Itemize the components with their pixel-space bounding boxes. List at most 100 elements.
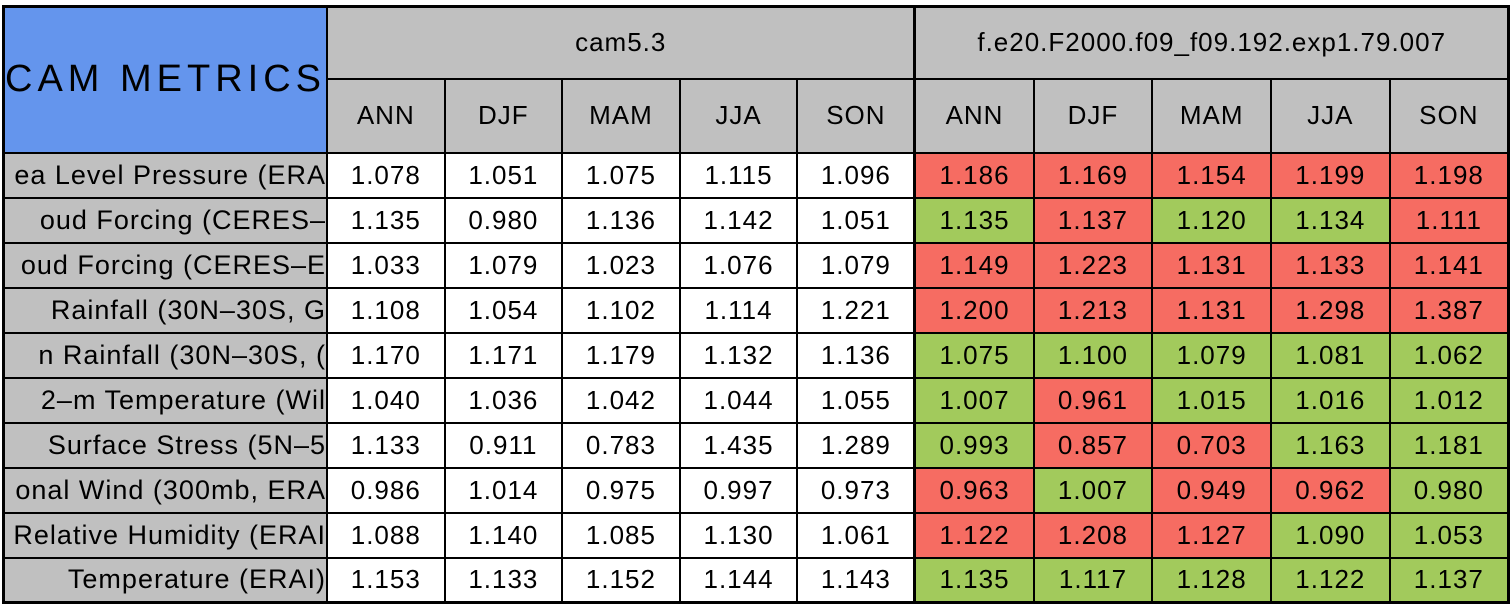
metric-cell-exp-mam: 1.120 <box>1151 196 1272 244</box>
season-header-cam53-djf: DJF <box>443 77 564 154</box>
metric-cell-cam53-djf: 1.133 <box>443 556 564 604</box>
metric-cell-cam53-mam: 1.179 <box>561 331 681 379</box>
metric-cell-exp-mam: 0.949 <box>1151 466 1272 514</box>
metric-cell-cam53-jja: 1.142 <box>678 196 799 244</box>
metric-row: ea Level Pressure (ERA 1.078 1.051 1.075 1.1… <box>2 151 1510 199</box>
model-header-cam53: cam5.3 <box>326 5 916 80</box>
season-header-cam53-ann: ANN <box>326 77 446 154</box>
metric-cell-exp-jja: 1.016 <box>1270 376 1391 424</box>
metric-cell-exp-djf: 1.100 <box>1032 331 1154 379</box>
metric-row: 2–m Temperature (Wil 1.040 1.036 1.042 1.044… <box>2 376 1510 424</box>
metric-cell-exp-mam: 1.154 <box>1151 151 1272 199</box>
row-label-text: ea Level Pressure (ERA <box>14 159 326 190</box>
row-label-text: oud Forcing (CERES–E <box>20 249 326 280</box>
season-header-cam53-mam: MAM <box>561 77 681 154</box>
metric-cell-cam53-jja: 1.130 <box>678 511 799 559</box>
metric-cell-exp-djf: 1.169 <box>1032 151 1154 199</box>
metric-cell-exp-ann: 1.007 <box>913 376 1035 424</box>
metric-cell-cam53-son: 1.136 <box>796 331 916 379</box>
row-label: n Rainfall (30N–30S, ( <box>2 331 328 379</box>
metric-cell-exp-jja: 1.133 <box>1270 241 1391 289</box>
metric-cell-exp-djf: 0.857 <box>1032 421 1154 469</box>
metric-cell-exp-jja: 1.081 <box>1270 331 1391 379</box>
metric-cell-exp-ann: 1.135 <box>913 196 1035 244</box>
metric-cell-cam53-ann: 1.133 <box>326 421 446 469</box>
metric-cell-cam53-jja: 1.044 <box>678 376 799 424</box>
row-label-text: Temperature (ERAI) <box>59 564 326 595</box>
metric-cell-exp-djf: 1.007 <box>1032 466 1154 514</box>
metric-cell-exp-ann: 1.186 <box>913 151 1035 199</box>
metric-cell-cam53-ann: 1.170 <box>326 331 446 379</box>
metric-cell-cam53-son: 1.055 <box>796 376 916 424</box>
metric-row: n Rainfall (30N–30S, (1.170 1.171 1.179 1.1… <box>2 331 1510 379</box>
table-title-cell: CAM METRICS <box>2 5 328 154</box>
metric-cell-cam53-son: 1.051 <box>796 196 916 244</box>
metric-cell-exp-djf: 1.117 <box>1032 556 1154 604</box>
metric-cell-exp-son: 1.141 <box>1388 241 1510 289</box>
metric-cell-exp-ann: 1.200 <box>913 286 1035 334</box>
row-label: Rainfall (30N–30S, G <box>2 286 328 334</box>
metric-cell-cam53-mam: 0.975 <box>561 466 681 514</box>
metric-cell-cam53-jja: 1.144 <box>678 556 799 604</box>
metric-cell-cam53-ann: 1.078 <box>326 151 446 199</box>
row-label-text: oud Forcing (CERES– <box>39 204 326 235</box>
metric-cell-exp-ann: 0.963 <box>913 466 1035 514</box>
metric-cell-cam53-mam: 0.783 <box>561 421 681 469</box>
metric-cell-cam53-son: 1.289 <box>796 421 916 469</box>
metric-cell-cam53-ann: 1.108 <box>326 286 446 334</box>
metric-cell-exp-son: 1.012 <box>1388 376 1510 424</box>
metric-cell-exp-ann: 1.075 <box>913 331 1035 379</box>
metric-cell-exp-djf: 1.137 <box>1032 196 1154 244</box>
metric-cell-exp-mam: 1.015 <box>1151 376 1272 424</box>
metric-cell-exp-jja: 0.962 <box>1270 466 1391 514</box>
metric-cell-exp-jja: 1.163 <box>1270 421 1391 469</box>
metric-cell-exp-son: 1.198 <box>1388 151 1510 199</box>
metrics-table: CAM METRICS cam5.3 f.e20.F2000.f09_f09.1… <box>2 5 1510 604</box>
row-label: 2–m Temperature (Wil <box>2 376 328 424</box>
metric-cell-cam53-djf: 1.051 <box>443 151 564 199</box>
metric-cell-exp-son: 0.980 <box>1388 466 1510 514</box>
row-label: ea Level Pressure (ERA <box>2 151 328 199</box>
metric-cell-exp-mam: 1.131 <box>1151 241 1272 289</box>
metric-cell-cam53-djf: 1.054 <box>443 286 564 334</box>
metric-cell-cam53-ann: 0.986 <box>326 466 446 514</box>
metric-row: onal Wind (300mb, ERA 0.986 1.014 0.975 0.99… <box>2 466 1510 514</box>
metric-cell-cam53-mam: 1.136 <box>561 196 681 244</box>
metric-cell-cam53-mam: 1.075 <box>561 151 681 199</box>
metric-cell-cam53-jja: 1.114 <box>678 286 799 334</box>
metric-row: oud Forcing (CERES– 1.135 0.980 1.136 1.142 1… <box>2 196 1510 244</box>
metric-cell-cam53-jja: 1.435 <box>678 421 799 469</box>
metric-cell-exp-jja: 1.199 <box>1270 151 1391 199</box>
metric-cell-exp-djf: 1.208 <box>1032 511 1154 559</box>
row-label: Temperature (ERAI) <box>2 556 328 604</box>
metric-cell-cam53-djf: 1.140 <box>443 511 564 559</box>
row-label: onal Wind (300mb, ERA <box>2 466 328 514</box>
metric-cell-exp-son: 1.181 <box>1388 421 1510 469</box>
metric-row: Rainfall (30N–30S, G 1.108 1.054 1.102 1.114… <box>2 286 1510 334</box>
metric-cell-cam53-ann: 1.153 <box>326 556 446 604</box>
metric-cell-cam53-mam: 1.023 <box>561 241 681 289</box>
metric-cell-cam53-djf: 0.911 <box>443 421 564 469</box>
metric-cell-cam53-son: 1.096 <box>796 151 916 199</box>
model-header-row: CAM METRICS cam5.3 f.e20.F2000.f09_f09.1… <box>2 5 1510 154</box>
table-title: CAM METRICS <box>5 58 326 101</box>
metric-cell-exp-son: 1.137 <box>1388 556 1510 604</box>
metric-row: Relative Humidity (ERAI 1.088 1.140 1.085 1.… <box>2 511 1510 559</box>
metric-cell-exp-djf: 0.961 <box>1032 376 1154 424</box>
season-header-cam53-son: SON <box>796 77 916 154</box>
row-label-text: Relative Humidity (ERAI <box>13 519 326 550</box>
metric-cell-exp-ann: 1.149 <box>913 241 1035 289</box>
season-header-exp-djf: DJF <box>1032 77 1154 154</box>
model-header-experiment: f.e20.F2000.f09_f09.192.exp1.79.007 <box>913 5 1510 80</box>
metric-cell-exp-ann: 0.993 <box>913 421 1035 469</box>
metric-cell-cam53-ann: 1.135 <box>326 196 446 244</box>
metric-cell-cam53-mam: 1.085 <box>561 511 681 559</box>
metric-cell-exp-mam: 1.127 <box>1151 511 1272 559</box>
row-label: oud Forcing (CERES– <box>2 196 328 244</box>
metric-cell-cam53-djf: 1.079 <box>443 241 564 289</box>
row-label: Relative Humidity (ERAI <box>2 511 328 559</box>
metric-cell-cam53-jja: 1.076 <box>678 241 799 289</box>
season-header-exp-ann: ANN <box>913 77 1035 154</box>
metric-cell-cam53-mam: 1.152 <box>561 556 681 604</box>
